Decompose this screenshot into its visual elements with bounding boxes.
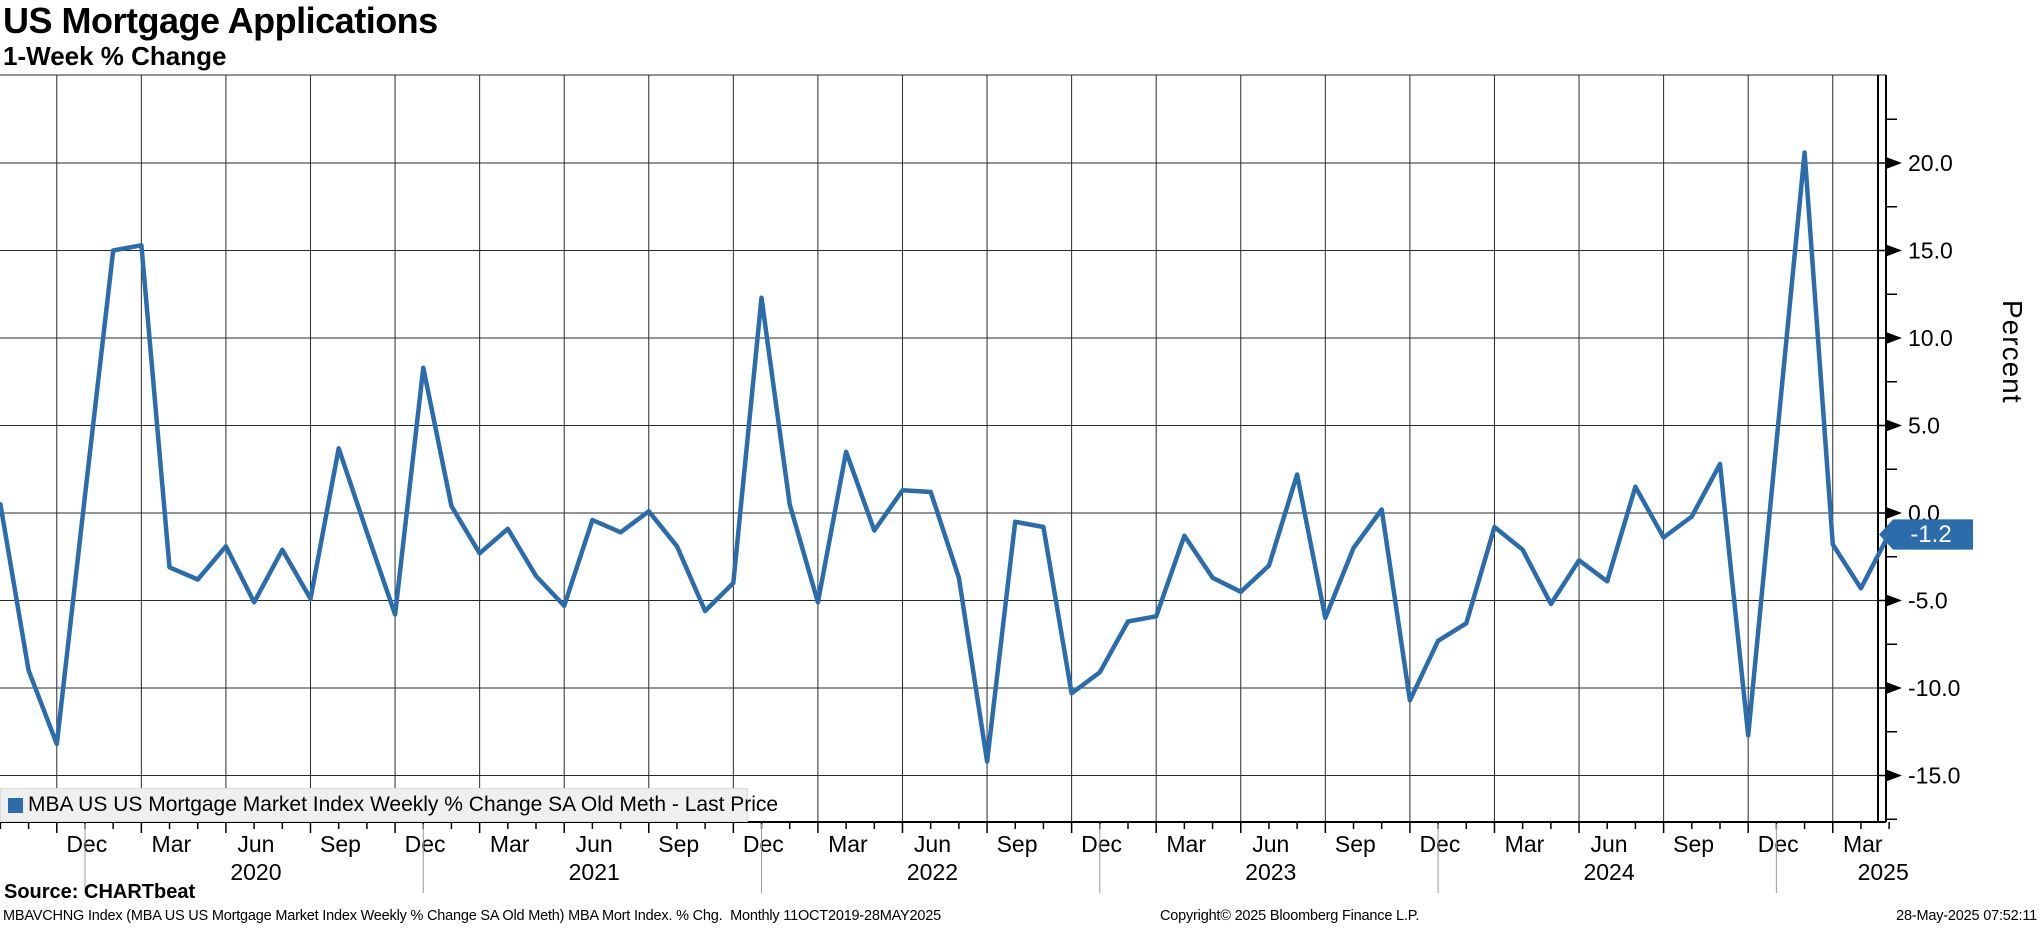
year-label: 2024 [1583, 859, 1634, 885]
y-tick-label: 10.0 [1908, 325, 1953, 351]
y-tick-label: -10.0 [1908, 675, 1960, 701]
month-label: Sep [997, 831, 1038, 857]
y-axis-arrow-icon [1886, 594, 1902, 607]
legend-box[interactable]: MBA US US Mortgage Market Index Weekly %… [0, 788, 778, 822]
month-label: Jun [1590, 831, 1627, 857]
legend-swatch-icon [8, 797, 23, 813]
year-label: 2023 [1245, 859, 1296, 885]
y-axis-arrow-icon [1886, 507, 1902, 519]
month-label: Mar [828, 831, 868, 857]
month-label: Dec [1081, 831, 1122, 857]
year-label: 2025 [1858, 859, 1909, 885]
y-tick-label: 15.0 [1908, 238, 1953, 264]
month-label: Dec [1419, 831, 1460, 857]
y-tick-label: -5.0 [1908, 588, 1948, 614]
month-label: Sep [658, 831, 699, 857]
month-label: Jun [576, 831, 613, 857]
month-label: Jun [914, 831, 951, 857]
price-line [0, 150, 1892, 764]
y-axis-arrow-icon [1886, 157, 1902, 169]
month-label: Mar [490, 831, 530, 857]
month-label: Sep [1673, 831, 1714, 857]
month-label: Jun [237, 831, 274, 857]
page-title: US Mortgage Applications [3, 0, 438, 41]
year-label: 2020 [230, 859, 281, 885]
month-label: Dec [743, 831, 784, 857]
y-tick-label: -15.0 [1908, 763, 1960, 789]
y-tick-label: 20.0 [1908, 150, 1953, 176]
month-label: Mar [1505, 831, 1545, 857]
y-axis-arrow-icon [1886, 419, 1902, 432]
y-axis-title: Percent [1997, 300, 2028, 404]
year-label: 2021 [569, 859, 620, 885]
last-price-value: -1.2 [1910, 520, 1952, 548]
source-line: Source: CHARTbeat [4, 881, 196, 903]
last-price-badge[interactable]: -1.2 [1879, 519, 1973, 550]
footer-datetime: 28-May-2025 07:52:11 [1896, 908, 2037, 924]
month-label: Mar [152, 831, 192, 857]
y-axis-arrow-icon [1886, 244, 1902, 257]
month-label: Jun [1252, 831, 1289, 857]
y-tick-label: 5.0 [1908, 413, 1940, 439]
month-label: Sep [320, 831, 361, 857]
y-axis-arrow-icon [1886, 682, 1902, 694]
year-label: 2022 [907, 859, 958, 885]
footer-copyright: Copyright© 2025 Bloomberg Finance L.P. [1160, 908, 1420, 924]
month-label: Dec [66, 831, 107, 857]
month-label: Dec [1758, 831, 1799, 857]
month-label: Dec [405, 831, 446, 857]
y-axis-arrow-icon [1886, 769, 1902, 782]
footer-ticker-description: MBAVCHNG Index (MBA US US Mortgage Marke… [3, 908, 941, 924]
y-axis-arrow-icon [1886, 332, 1902, 344]
month-label: Sep [1335, 831, 1376, 857]
month-label: Mar [1843, 831, 1883, 857]
page-subtitle: 1-Week % Change [3, 41, 227, 71]
legend-label: MBA US US Mortgage Market Index Weekly %… [28, 793, 779, 816]
month-label: Mar [1166, 831, 1206, 857]
